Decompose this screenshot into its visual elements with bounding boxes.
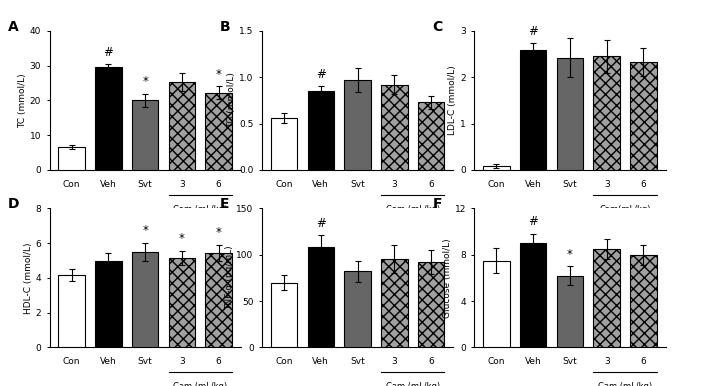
Text: Con: Con [63,357,81,366]
Text: Svt: Svt [138,357,152,366]
Text: Svt: Svt [350,357,365,366]
Bar [169,258,195,347]
Bar [205,93,232,170]
Text: 6: 6 [216,179,222,189]
Text: *: * [142,75,148,88]
Bar [593,249,620,347]
Text: Con: Con [488,179,506,189]
Bar [307,91,334,170]
Bar [132,100,159,170]
Text: Con: Con [275,179,293,189]
Text: *: * [142,224,148,237]
Bar [95,67,122,170]
Bar [520,50,547,170]
Text: Veh: Veh [312,357,329,366]
Text: #: # [103,46,113,59]
Text: HFD: HFD [385,232,404,241]
Text: F: F [433,197,442,211]
Bar [270,283,297,347]
Bar [58,147,85,170]
Text: Con: Con [488,357,506,366]
Bar [95,261,122,347]
Text: Cam (mL/kg): Cam (mL/kg) [386,205,440,213]
Bar [630,255,657,347]
Text: Svt: Svt [563,179,577,189]
Bar [381,85,408,170]
Text: A: A [8,20,18,34]
Bar [556,276,583,347]
Text: E: E [220,197,229,211]
Text: 6: 6 [428,179,434,189]
Text: Veh: Veh [525,179,542,189]
Y-axis label: Glucose (mmol/L): Glucose (mmol/L) [443,238,452,318]
Bar [418,102,445,170]
Text: *: * [216,68,222,81]
Y-axis label: HDL-C (mmol/L): HDL-C (mmol/L) [23,242,33,314]
Bar [630,63,657,170]
Text: *: * [567,248,573,261]
Text: Veh: Veh [100,179,117,189]
Text: Con: Con [63,179,81,189]
Text: 6: 6 [641,357,646,366]
Bar [205,253,232,347]
Text: #: # [316,217,326,230]
Y-axis label: TG (mmol/L): TG (mmol/L) [227,73,236,128]
Text: 6: 6 [428,357,434,366]
Text: HFD: HFD [598,232,616,241]
Text: C: C [433,20,442,34]
Text: HFD: HFD [173,232,191,241]
Text: Veh: Veh [312,179,329,189]
Bar [556,58,583,170]
Text: Svt: Svt [350,179,365,189]
Bar [418,262,445,347]
Text: #: # [528,25,538,38]
Text: Svt: Svt [138,179,152,189]
Y-axis label: TNF-α (pg/mL): TNF-α (pg/mL) [224,245,234,310]
Text: 6: 6 [641,179,646,189]
Text: 6: 6 [216,357,222,366]
Bar [483,166,510,170]
Text: D: D [8,197,19,211]
Y-axis label: TC (mmol/L): TC (mmol/L) [18,73,27,128]
Y-axis label: LDL-C (mmol/L): LDL-C (mmol/L) [448,66,457,135]
Text: Cam (mL/kg): Cam (mL/kg) [173,382,227,386]
Text: #: # [528,215,538,229]
Bar [58,275,85,347]
Text: Con: Con [275,357,293,366]
Text: Veh: Veh [525,357,542,366]
Text: Cam(mL/kg): Cam(mL/kg) [600,205,651,213]
Bar [381,259,408,347]
Text: Cam (mL/kg): Cam (mL/kg) [598,382,652,386]
Text: 3: 3 [392,179,397,189]
Text: *: * [216,226,222,239]
Text: B: B [220,20,231,34]
Bar [132,252,159,347]
Bar [344,271,371,347]
Text: 3: 3 [604,179,610,189]
Bar [520,243,547,347]
Text: Veh: Veh [100,357,117,366]
Bar [169,82,195,170]
Bar [270,118,297,170]
Text: 3: 3 [392,357,397,366]
Bar [307,247,334,347]
Text: Cam (mL/kg): Cam (mL/kg) [173,205,227,213]
Text: Svt: Svt [563,357,577,366]
Bar [344,80,371,170]
Text: Cam (mL/kg): Cam (mL/kg) [386,382,440,386]
Text: #: # [316,68,326,81]
Text: 3: 3 [179,357,185,366]
Bar [483,261,510,347]
Text: *: * [179,232,185,245]
Text: 3: 3 [604,357,610,366]
Bar [593,56,620,170]
Text: 3: 3 [179,179,185,189]
